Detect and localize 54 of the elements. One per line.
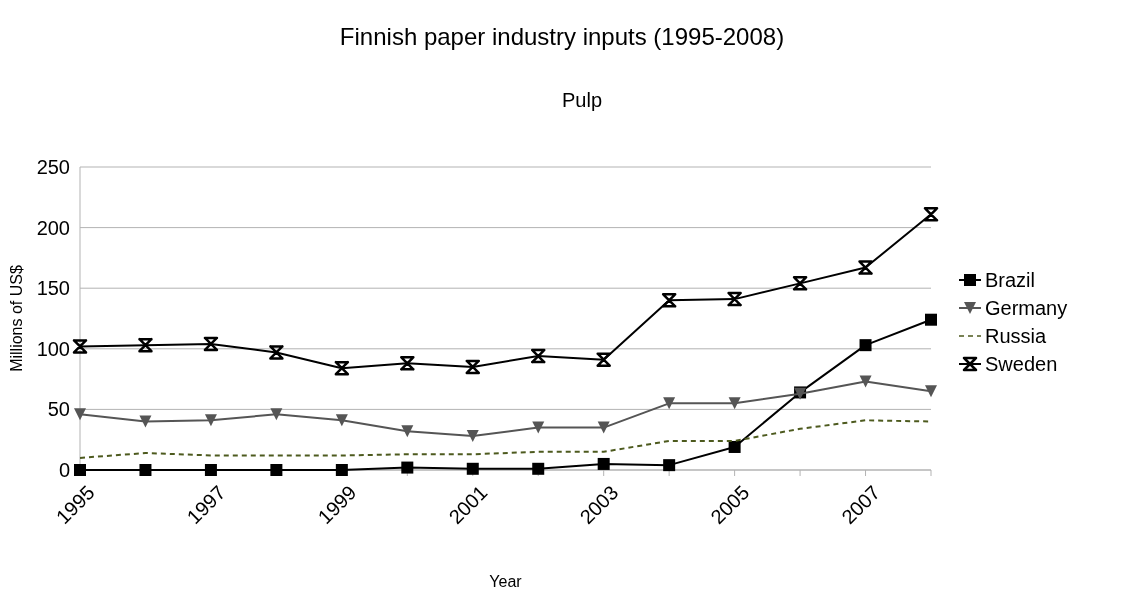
- point: [532, 421, 545, 434]
- point: [465, 359, 481, 375]
- point: [859, 339, 872, 352]
- point: [139, 464, 152, 476]
- point: [792, 276, 808, 291]
- point: [72, 339, 88, 354]
- point: [859, 375, 872, 388]
- point: [530, 348, 546, 364]
- point: [138, 337, 153, 353]
- legend-label: Brazil: [985, 269, 1036, 291]
- point: [661, 293, 677, 308]
- point: [270, 408, 283, 421]
- point: [663, 397, 676, 410]
- point: [727, 291, 742, 307]
- point: [203, 336, 219, 352]
- point: [597, 457, 610, 470]
- y-tick-label: 0: [58, 459, 70, 481]
- point: [466, 462, 479, 475]
- point: [269, 345, 284, 360]
- point: [401, 425, 414, 438]
- point: [204, 414, 217, 427]
- point: [139, 415, 152, 428]
- point: [925, 313, 937, 326]
- point: [728, 440, 741, 453]
- point: [466, 430, 479, 443]
- point: [74, 408, 86, 421]
- y-axis-title: Millions of US$: [8, 265, 25, 372]
- point: [663, 459, 676, 472]
- point: [532, 462, 545, 475]
- point: [728, 397, 741, 410]
- y-tick-label: 100: [36, 337, 70, 360]
- y-tick-label: 150: [36, 277, 70, 300]
- point: [270, 464, 283, 476]
- y-tick-label: 200: [36, 216, 70, 239]
- point: [400, 356, 415, 371]
- point: [596, 352, 611, 367]
- legend-label: Russia: [985, 325, 1048, 347]
- point: [401, 461, 414, 474]
- chart-subtitle: Pulp: [561, 89, 603, 111]
- chart-title: Finnish paper industry inputs (1995-2008): [339, 23, 785, 50]
- y-tick-label: 250: [36, 156, 70, 178]
- legend-label: Germany: [985, 297, 1068, 319]
- point: [923, 207, 939, 222]
- x-axis-title: Year: [489, 573, 523, 590]
- point: [335, 464, 348, 476]
- point: [858, 260, 873, 275]
- point: [74, 464, 86, 476]
- point: [334, 360, 350, 376]
- y-tick-label: 50: [47, 398, 70, 421]
- legend-label: Sweden: [985, 353, 1058, 375]
- point: [204, 464, 217, 476]
- point: [597, 421, 610, 434]
- point: [925, 385, 937, 398]
- point: [335, 414, 348, 427]
